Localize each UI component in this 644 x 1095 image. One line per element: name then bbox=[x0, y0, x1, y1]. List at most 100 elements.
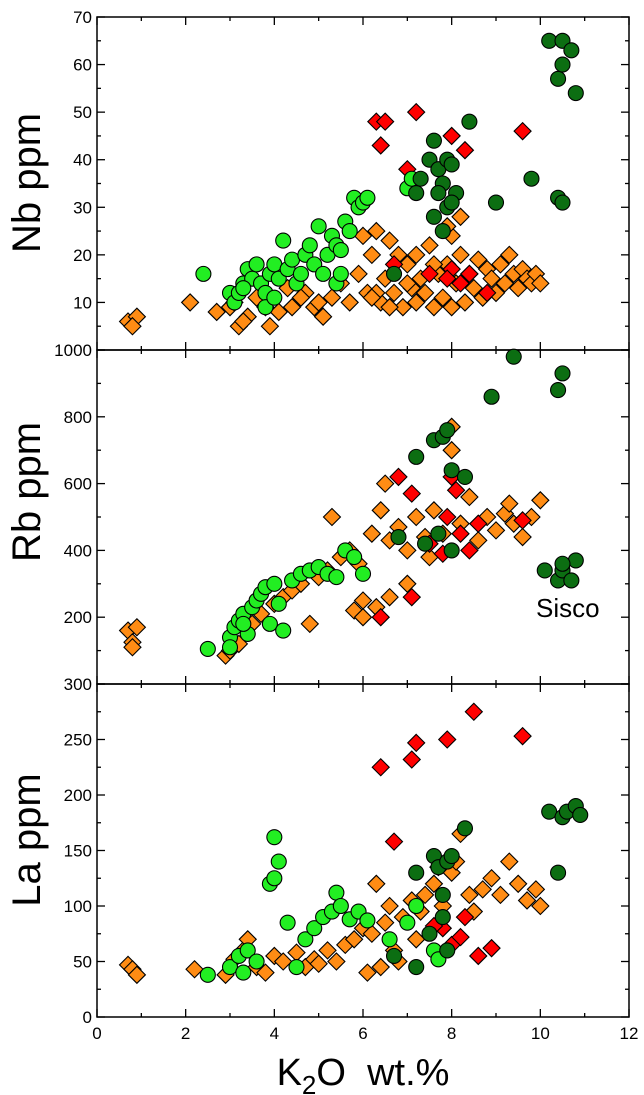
data-point-dark-green bbox=[483, 388, 500, 405]
data-point-red bbox=[513, 511, 532, 530]
data-point-red bbox=[384, 832, 404, 851]
data-point-dark-green bbox=[421, 925, 438, 942]
data-point-light-green bbox=[359, 912, 376, 929]
data-point-red bbox=[446, 481, 466, 500]
data-point-dark-green bbox=[412, 170, 429, 187]
x-tick-label: 8 bbox=[447, 1024, 456, 1043]
data-point-orange bbox=[433, 288, 453, 307]
data-point-orange bbox=[362, 924, 382, 944]
data-point-orange bbox=[340, 293, 359, 312]
data-point-orange bbox=[460, 487, 479, 507]
data-point-light-green bbox=[381, 931, 398, 948]
data-point-orange bbox=[371, 957, 391, 977]
data-point-orange bbox=[398, 574, 417, 594]
plot-frame bbox=[96, 349, 630, 685]
data-point-red bbox=[513, 726, 532, 746]
data-point-dark-green bbox=[434, 886, 451, 903]
data-point-light-green bbox=[328, 884, 345, 901]
data-point-orange bbox=[127, 965, 147, 985]
data-point-dark-green bbox=[425, 132, 442, 149]
data-point-orange bbox=[375, 913, 395, 932]
data-point-red bbox=[402, 750, 422, 769]
data-point-orange bbox=[318, 941, 337, 960]
data-point-red bbox=[451, 524, 470, 543]
data-point-dark-green bbox=[434, 223, 451, 240]
data-point-orange bbox=[362, 288, 382, 307]
data-point-red bbox=[477, 283, 497, 303]
data-point-orange bbox=[358, 963, 377, 982]
data-point-orange bbox=[424, 874, 444, 894]
y-tick-label: 20 bbox=[73, 246, 92, 265]
data-point-light-green bbox=[359, 189, 376, 206]
panel-2: 200 400 600 800 1000 Rb ppm Sisco bbox=[5, 341, 630, 685]
data-point-red bbox=[455, 907, 475, 927]
x-tick-label: 12 bbox=[620, 1024, 639, 1043]
data-point-orange bbox=[531, 896, 550, 916]
data-point-orange bbox=[531, 274, 550, 293]
y-tick-label: 60 bbox=[73, 56, 92, 75]
x-tick-label: 6 bbox=[358, 1024, 367, 1043]
data-point-orange bbox=[309, 954, 328, 973]
data-point-orange bbox=[531, 491, 550, 510]
y-tick-label: 0 bbox=[83, 1008, 92, 1027]
data-point-orange bbox=[371, 501, 391, 520]
data-point-light-green bbox=[310, 218, 327, 235]
data-point-dark-green bbox=[417, 535, 434, 552]
data-point-light-green bbox=[275, 622, 292, 639]
data-point-dark-green bbox=[456, 820, 474, 837]
data-point-dark-green bbox=[385, 265, 403, 282]
data-point-orange bbox=[180, 293, 200, 312]
x-tick-label: 0 bbox=[92, 1024, 101, 1043]
data-point-orange bbox=[406, 245, 426, 265]
data-point-dark-green bbox=[408, 864, 425, 881]
data-point-orange bbox=[260, 316, 280, 336]
data-point-orange bbox=[322, 507, 342, 527]
data-point-orange bbox=[349, 264, 368, 284]
data-point-orange bbox=[398, 255, 417, 274]
data-point-dark-green bbox=[390, 528, 407, 546]
y-tick-label: 100 bbox=[64, 897, 92, 916]
y-tick-label: 30 bbox=[73, 198, 92, 217]
data-point-light-green bbox=[275, 232, 292, 249]
data-point-red bbox=[402, 484, 422, 503]
y-tick-label: 1000 bbox=[54, 341, 92, 360]
data-point-light-green bbox=[341, 223, 358, 240]
data-point-light-green bbox=[195, 265, 212, 282]
data-point-red bbox=[464, 702, 484, 722]
data-point-light-green bbox=[266, 256, 283, 273]
data-point-dark-green bbox=[461, 113, 478, 130]
data-point-light-green bbox=[221, 639, 239, 656]
data-point-dark-green bbox=[554, 365, 571, 382]
data-point-light-green bbox=[266, 289, 283, 306]
data-point-orange bbox=[207, 302, 226, 322]
data-point-red bbox=[468, 946, 488, 966]
data-point-red bbox=[406, 733, 426, 753]
y-axis-title: Nb ppm bbox=[5, 113, 49, 253]
data-point-orange bbox=[127, 617, 147, 637]
data-point-orange bbox=[468, 250, 488, 269]
data-point-dark-green bbox=[443, 542, 460, 559]
data-point-orange bbox=[380, 896, 399, 916]
data-point-dark-green bbox=[550, 70, 567, 87]
data-point-red bbox=[455, 140, 475, 160]
data-point-red bbox=[406, 102, 426, 122]
x-tick-label: 2 bbox=[181, 1024, 190, 1043]
data-point-red bbox=[437, 730, 457, 749]
data-point-light-green bbox=[399, 914, 416, 931]
data-point-dark-green bbox=[443, 194, 460, 211]
data-point-orange bbox=[398, 541, 417, 560]
data-point-dark-green bbox=[439, 942, 456, 959]
data-point-orange bbox=[482, 868, 501, 888]
data-point-dark-green bbox=[443, 156, 460, 173]
plot-frame bbox=[96, 16, 630, 351]
data-point-red bbox=[460, 264, 479, 284]
data-point-light-green bbox=[332, 242, 349, 259]
data-point-dark-green bbox=[550, 864, 567, 881]
data-point-light-green bbox=[346, 549, 363, 566]
data-point-orange bbox=[424, 297, 444, 317]
data-point-light-green bbox=[266, 870, 283, 887]
data-point-orange bbox=[282, 297, 302, 317]
y-tick-label: 400 bbox=[64, 541, 92, 560]
data-point-orange bbox=[406, 293, 426, 312]
